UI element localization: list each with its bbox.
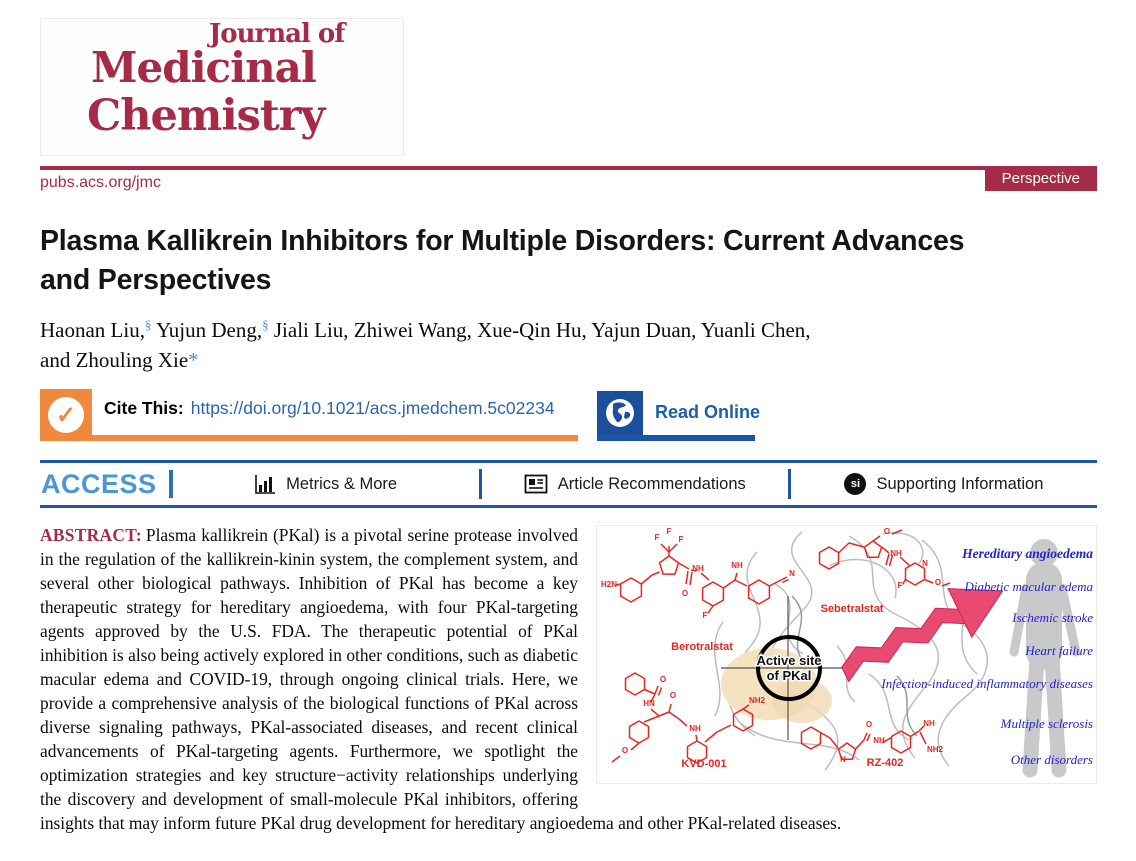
disease-label: Multiple sclerosis [1000, 716, 1093, 731]
read-online-label[interactable]: Read Online [655, 402, 761, 422]
atom-label: F [898, 581, 903, 590]
access-strip: ACCESS Metrics & More Article Recommenda… [40, 460, 1097, 508]
supporting-info-link[interactable]: si Supporting Information [791, 473, 1097, 495]
atom-label: N [840, 755, 846, 764]
header-rule [40, 166, 1097, 170]
abstract-section: H2N F F F NH O F NH N O NH N F O O HN O O NH NH2 O NH N NH NH2 A… [40, 523, 1097, 835]
journal-logo-name-1: Medicinal [91, 43, 317, 92]
atom-label: O [660, 675, 666, 684]
cite-underline [40, 435, 578, 441]
corresponding-author-mark: * [188, 348, 199, 372]
article-type-badge: Perspective [984, 166, 1097, 191]
author-names: Jiali Liu, Zhiwei Wang, Xue-Qin Hu, Yaju… [268, 318, 811, 342]
journal-logo-name-2: Chemistry [87, 91, 325, 141]
disease-label: Other disorders [1010, 752, 1093, 767]
read-online-block[interactable]: Read Online [597, 391, 760, 441]
active-site-label: Active site [756, 653, 821, 668]
atom-label: O [682, 589, 688, 598]
abstract-text: Plasma kallikrein (PKal) is a pivotal se… [40, 525, 842, 833]
author-affiliation-mark: § [144, 317, 152, 332]
author-names: and Zhouling Xie [40, 348, 189, 372]
atom-label: F [667, 527, 672, 536]
compound-label: RZ-402 [867, 757, 904, 769]
authors: Haonan Liu,§ Yujun Deng,§ Jiali Liu, Zhi… [40, 310, 1040, 375]
disease-label: Ischemic stroke [1012, 610, 1093, 625]
recommendations-label: Article Recommendations [557, 474, 746, 493]
atom-label: O [670, 691, 676, 700]
atom-label: NH [890, 549, 902, 558]
arrow-icon [841, 588, 1004, 683]
atom-label: NH [689, 724, 701, 733]
supporting-info-label: Supporting Information [876, 474, 1044, 493]
disease-label: Infection-induced inflammatory diseases [881, 676, 1093, 691]
atom-label: NH2 [749, 696, 766, 705]
crosshair-lines [721, 596, 857, 740]
atom-label: O [866, 720, 872, 729]
read-online-underline [597, 435, 755, 441]
compound-label: Berotralstat [671, 641, 733, 653]
section-separator [787, 469, 791, 499]
access-link[interactable]: ACCESS [41, 468, 157, 499]
atom-label: N [922, 559, 928, 568]
article-page: Journal of Medicinal Chemistry pubs.acs.… [40, 18, 1097, 835]
author-names: Yujun Deng, [151, 318, 263, 342]
active-site-label: of PKal [767, 668, 812, 683]
article-icon [524, 474, 548, 494]
cite-this-label: Cite This: [104, 398, 184, 418]
atom-label: F [655, 533, 660, 542]
graphical-abstract: H2N F F F NH O F NH N O NH N F O O HN O O NH NH2 O NH N NH NH2 A… [596, 525, 1097, 784]
globe-icon [597, 391, 643, 435]
atom-label: F [703, 611, 708, 620]
atom-label: NH [692, 564, 704, 573]
atom-label: H2N [601, 580, 617, 589]
si-icon: si [844, 473, 867, 495]
doi-link[interactable]: https://doi.org/10.1021/acs.jmedchem.5c0… [190, 398, 555, 418]
disease-label: Heart failure [1025, 643, 1093, 658]
disease-label: Diabetic macular edema [964, 579, 1093, 594]
atom-label: O [935, 578, 941, 587]
molecule-structures [611, 529, 951, 764]
atom-label: N [789, 569, 795, 578]
metrics-label: Metrics & More [286, 474, 398, 493]
recommendations-link[interactable]: Article Recommendations [482, 474, 788, 494]
disease-label: Hereditary angioedema [962, 546, 1093, 561]
cite-check-icon: ✓ [40, 389, 92, 441]
bar-chart-icon [255, 475, 276, 494]
compound-label: Sebetralstat [821, 603, 884, 615]
abstract-paragraph: ABSTRACT: Plasma kallikrein (PKal) is a p… [40, 523, 1097, 835]
atom-label: NH [923, 719, 935, 728]
section-separator [478, 469, 482, 499]
cite-row: ✓ Cite This: https://doi.org/10.1021/acs.… [40, 389, 1097, 441]
checkmark-icon: ✓ [48, 397, 84, 433]
access-separator [168, 470, 173, 498]
journal-logo-prefix: Journal of [209, 19, 345, 49]
author-names: Haonan Liu, [40, 318, 145, 342]
atom-label: NH2 [927, 745, 944, 754]
metrics-link[interactable]: Metrics & More [173, 474, 479, 494]
journal-logo: Journal of Medicinal Chemistry [40, 18, 404, 156]
atom-label: F [679, 535, 684, 544]
compound-label: KVD-001 [681, 758, 726, 770]
page-title: Plasma Kallikrein Inhibitors for Multipl… [40, 225, 965, 296]
abstract-label: ABSTRACT: [40, 525, 142, 545]
active-site-circle [756, 635, 822, 701]
human-silhouette [1009, 539, 1081, 778]
header-rule-row: pubs.acs.org/jmc Perspective [40, 166, 1097, 194]
author-affiliation-mark: § [262, 317, 269, 332]
journal-url-link[interactable]: pubs.acs.org/jmc [40, 174, 161, 191]
atom-label: O [622, 746, 628, 755]
atom-label: NH [731, 561, 743, 570]
cite-this-block: ✓ Cite This: https://doi.org/10.1021/acs.… [40, 389, 578, 441]
atom-label: O [884, 527, 890, 536]
atom-label: HN [643, 699, 655, 708]
atom-label: NH [873, 736, 885, 745]
